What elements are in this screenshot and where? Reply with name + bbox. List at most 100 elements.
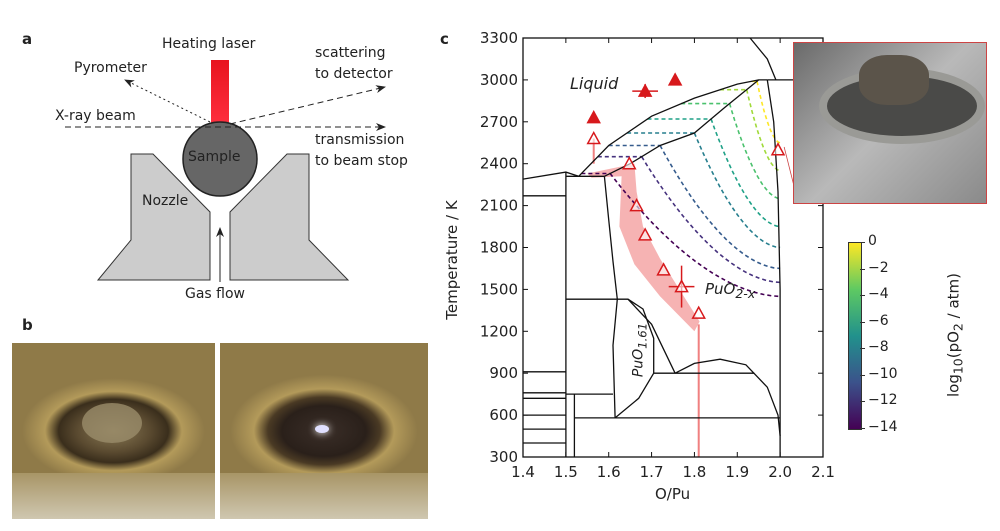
y-tick-label: 3000 (480, 71, 518, 89)
colorbar-tick (860, 374, 865, 376)
open-triangle-point (629, 198, 644, 212)
pink-band (587, 163, 700, 332)
colorbar-label: log10(pO2 / atm) (945, 273, 966, 397)
colorbar (848, 242, 862, 430)
isobar-curve (659, 145, 781, 270)
nozzle-label: Nozzle (142, 193, 189, 209)
y-tick-label: 900 (489, 364, 518, 382)
upper-right-boundary (749, 37, 777, 81)
x-tick-label: 1.5 (554, 463, 578, 481)
filled-triangle-point (637, 83, 653, 97)
sample-label: Sample (188, 149, 241, 165)
transmission-label-1: transmission (315, 132, 405, 148)
puo161-right (565, 298, 655, 374)
isobar-curve (728, 103, 781, 200)
colorbar-tick (860, 242, 865, 243)
y-tick-label: 2400 (480, 155, 518, 173)
puo161-annotation: PuO1.61 (631, 323, 650, 377)
scattering-label-1: scattering (315, 45, 386, 61)
liquid-annotation: Liquid (570, 74, 619, 93)
gas-flow-label: Gas flow (185, 286, 246, 302)
colorbar-tick (860, 428, 865, 429)
colorbar-tick (860, 268, 865, 270)
cb-label-p: (pO (944, 331, 963, 359)
x-tick-label: 1.4 (511, 463, 535, 481)
nozzle-left (96, 153, 211, 281)
y-tick-label: 2100 (480, 197, 518, 215)
colorbar-tick (860, 295, 865, 297)
open-triangle-point (586, 130, 601, 145)
puo161-sub: 1.61 (635, 322, 650, 349)
filled-triangle-point (667, 72, 683, 86)
colorbar-tick-label: −6 (868, 312, 889, 329)
puo2x-sub: 2-x (735, 286, 756, 301)
cb-label-sub: 10 (950, 358, 966, 375)
puo161-base: PuO (630, 348, 647, 378)
cb-label-sub2: 2 (950, 323, 966, 332)
colorbar-tick-label: 0 (868, 233, 877, 249)
panel-label-b: b (22, 316, 33, 334)
panel-label-a: a (22, 30, 33, 48)
panel-label-c: c (440, 30, 449, 48)
pyrometer-label: Pyrometer (74, 60, 147, 76)
x-tick-label: 1.7 (640, 463, 664, 481)
puo161-miscibility (627, 298, 676, 374)
scattering-label-2: to detector (315, 66, 393, 82)
open-triangle-point (656, 262, 671, 276)
cb-label-log: log (944, 374, 963, 398)
x-tick-label: 2.1 (811, 463, 835, 481)
open-triangle-point (770, 142, 786, 156)
y-axis-label: Temperature / K (443, 200, 461, 320)
x-tick-label: 1.6 (597, 463, 621, 481)
heating-laser-beam (211, 60, 229, 127)
scattering-arrow (229, 85, 386, 125)
colorbar-tick (860, 348, 865, 350)
sample-photo-after (220, 343, 428, 519)
isobar-curve (745, 89, 781, 172)
x-axis-label: O/Pu (655, 485, 691, 503)
colorbar-tick-label: −4 (868, 286, 889, 303)
puo2-boundary (766, 79, 781, 457)
filled-triangle-point (586, 110, 601, 124)
left-liquidus (522, 171, 579, 180)
open-triangle-point (691, 305, 706, 319)
x-tick-label: 1.9 (725, 463, 749, 481)
schematic-diagram (65, 60, 386, 282)
x-tick-label: 1.8 (682, 463, 706, 481)
nozzle-right (229, 153, 350, 281)
puo2x-base: PuO (705, 280, 736, 298)
colorbar-tick-label: −10 (868, 365, 898, 382)
colorbar-tick-label: −12 (868, 392, 898, 409)
colorbar-tick (860, 321, 865, 323)
y-tick-label: 1500 (480, 280, 518, 298)
isobar-curve (710, 118, 781, 228)
open-triangle-point (622, 156, 637, 170)
colorbar-tick-label: −14 (868, 419, 898, 435)
puo2x-annotation: PuO2-x (705, 280, 755, 301)
inset-sample-photo (793, 42, 987, 204)
y-tick-label: 1200 (480, 322, 518, 340)
y-tick-label: 1800 (480, 239, 518, 257)
cb-label-end: / atm) (944, 272, 963, 324)
x-tick-label: 2.0 (768, 463, 792, 481)
miscibility-dome (674, 358, 781, 437)
xray-label: X-ray beam (55, 108, 136, 124)
heating-laser-label: Heating laser (162, 36, 256, 52)
transmission-label-2: to beam stop (315, 153, 408, 169)
y-tick-label: 3300 (480, 29, 518, 47)
y-tick-label: 600 (489, 406, 518, 424)
puo161-lower (614, 372, 655, 419)
colorbar-tick-label: −2 (868, 259, 889, 276)
colorbar-tick-label: −8 (868, 339, 889, 356)
isobar-curve (693, 132, 781, 249)
open-triangle-point (674, 279, 689, 293)
y-tick-label: 2700 (480, 113, 518, 131)
liquidus-line (578, 79, 768, 177)
pyrometer-arrow (124, 79, 211, 123)
isobar-curve (756, 81, 781, 144)
isobar-curve (641, 156, 781, 284)
sample-sphere (182, 121, 258, 197)
colorbar-tick (860, 401, 865, 403)
y-tick-label: 300 (489, 448, 518, 466)
